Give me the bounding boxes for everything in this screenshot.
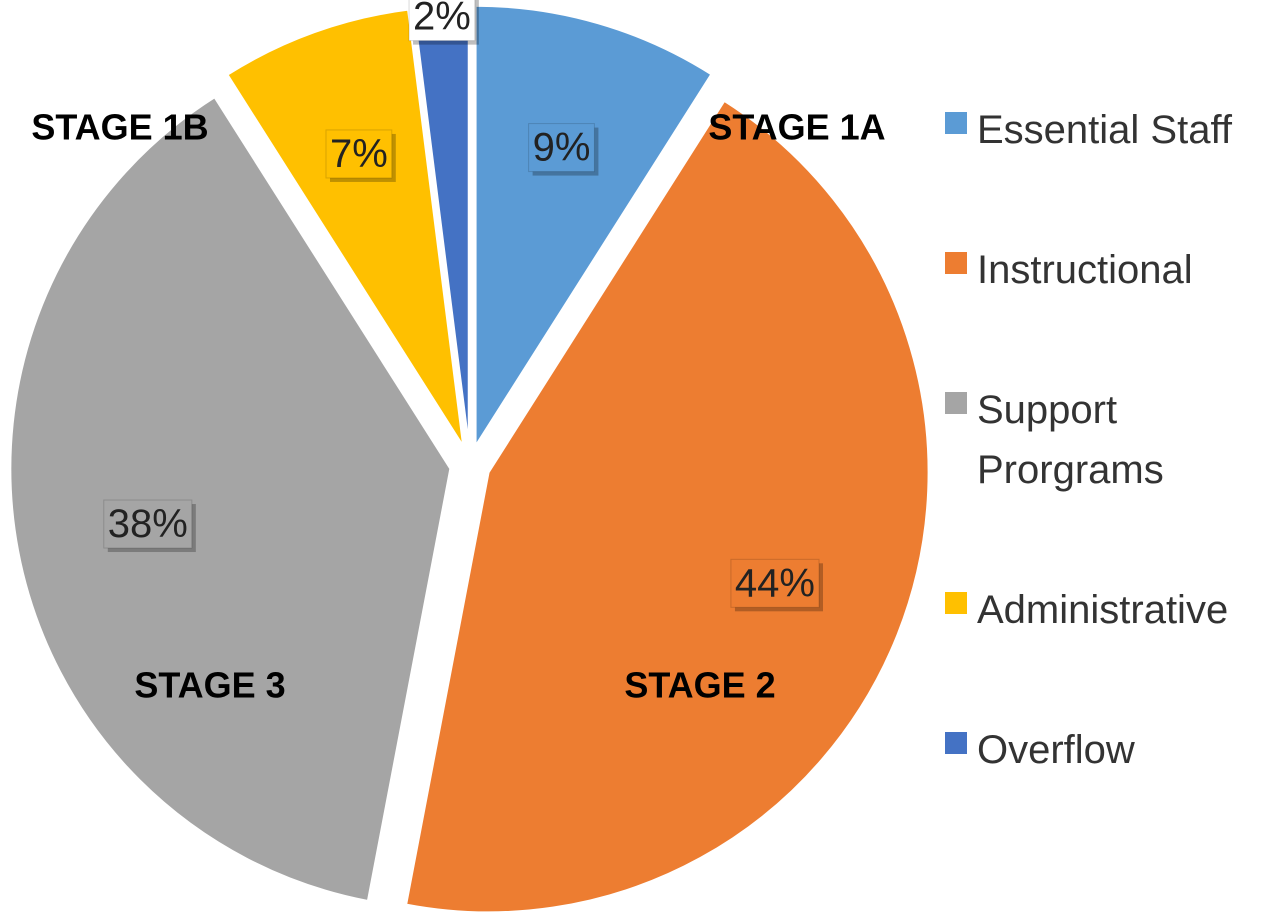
data-label: 9% <box>528 123 599 176</box>
label-box <box>730 558 820 608</box>
stage-annotation: STAGE 1B <box>31 107 208 148</box>
legend-label: Essential Staff <box>977 108 1232 152</box>
legend-item: Essential Staff <box>945 100 1255 160</box>
label-box <box>408 0 476 42</box>
label-box <box>528 123 595 173</box>
stage-annotation: STAGE 3 <box>134 665 285 706</box>
pie-slice <box>226 8 465 447</box>
data-label-text: 38% <box>108 502 188 546</box>
legend-label: Instructional <box>977 248 1193 292</box>
legend: Essential Staff Instructional Support Pror… <box>945 60 1255 820</box>
legend-swatch <box>945 392 967 414</box>
data-label-text: 44% <box>735 561 815 605</box>
data-label-text: 7% <box>330 132 388 176</box>
legend-swatch <box>945 592 967 614</box>
label-box <box>325 129 393 179</box>
legend-label: Support Prorgrams <box>977 388 1164 492</box>
data-label: 44% <box>730 558 823 612</box>
legend-label: Administrative <box>977 588 1229 632</box>
stage-annotation: STAGE 1A <box>708 107 885 148</box>
legend-item: Administrative <box>945 580 1255 640</box>
pie-slice <box>9 95 452 903</box>
legend-label: Overflow <box>977 728 1135 772</box>
legend-swatch <box>945 732 967 754</box>
data-label: 7% <box>325 129 396 182</box>
pie-slice <box>474 4 713 450</box>
legend-swatch <box>945 112 967 134</box>
legend-item: Instructional <box>945 240 1255 300</box>
label-box <box>103 499 193 549</box>
data-label: 38% <box>103 499 196 553</box>
data-label-text: 2% <box>413 0 471 39</box>
legend-item: Overflow <box>945 720 1255 780</box>
legend-item: Support Prorgrams <box>945 380 1255 500</box>
pie-area: 9% 44% 38% 7% 2% STAGE 1A STAGE 2 STAGE 3 STAGE … <box>9 0 930 914</box>
legend-swatch <box>945 252 967 274</box>
data-label: 2% <box>408 0 479 45</box>
stage-annotation: STAGE 2 <box>624 665 775 706</box>
pie-slice <box>404 99 930 914</box>
data-label-text: 9% <box>533 126 591 170</box>
